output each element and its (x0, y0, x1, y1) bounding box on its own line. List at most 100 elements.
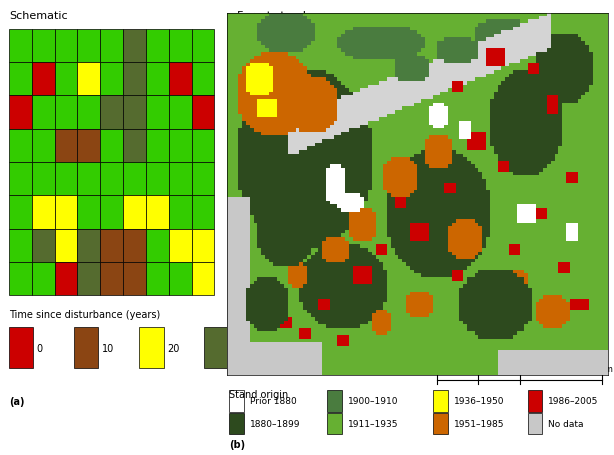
Bar (433, 390, 448, 412)
Bar (55, 163, 77, 196)
Bar (32, 63, 55, 96)
Bar (9, 229, 32, 263)
Bar (123, 96, 146, 129)
Text: 1936–1950: 1936–1950 (454, 396, 505, 405)
Bar (32, 129, 55, 162)
Bar (77, 196, 100, 229)
Bar (55, 30, 77, 63)
Bar (169, 163, 192, 196)
Bar (123, 129, 146, 162)
Bar (433, 413, 448, 435)
Bar (123, 263, 146, 296)
Bar (192, 30, 214, 63)
Bar (123, 229, 146, 263)
Text: 1880–1899: 1880–1899 (250, 419, 300, 428)
Bar (100, 263, 123, 296)
Bar (229, 390, 244, 412)
Text: 1: 1 (476, 364, 481, 373)
Text: 4 km: 4 km (592, 364, 613, 373)
Bar (327, 390, 342, 412)
Bar (77, 229, 100, 263)
Text: No data: No data (548, 419, 584, 428)
Bar (527, 390, 543, 412)
Bar (229, 413, 244, 435)
Bar (55, 63, 77, 96)
Bar (146, 229, 169, 263)
Text: 40: 40 (232, 343, 244, 353)
Bar (192, 196, 214, 229)
Bar (9, 30, 32, 63)
Bar (55, 229, 77, 263)
Bar (169, 196, 192, 229)
Bar (123, 196, 146, 229)
Bar (192, 96, 214, 129)
Bar (32, 229, 55, 263)
Bar (9, 196, 32, 229)
Text: Prior 1880: Prior 1880 (250, 396, 297, 405)
Bar (192, 129, 214, 162)
Text: ≥60: ≥60 (297, 343, 317, 353)
Bar (9, 328, 33, 369)
Bar (192, 229, 214, 263)
Text: 0: 0 (435, 364, 440, 373)
Bar (9, 129, 32, 162)
Bar (77, 30, 100, 63)
Bar (327, 413, 342, 435)
Bar (192, 163, 214, 196)
Bar (9, 163, 32, 196)
Bar (77, 163, 100, 196)
Bar (146, 163, 169, 196)
Bar (123, 163, 146, 196)
Bar (204, 328, 229, 369)
Text: (b): (b) (229, 439, 245, 449)
Bar (146, 30, 169, 63)
Bar (55, 263, 77, 296)
Bar (32, 163, 55, 196)
Bar (100, 163, 123, 196)
Bar (139, 328, 163, 369)
Bar (100, 196, 123, 229)
Text: (a): (a) (9, 396, 25, 406)
Text: 1900–1910: 1900–1910 (348, 396, 398, 405)
Bar (123, 30, 146, 63)
Text: Forest stands: Forest stands (237, 11, 311, 21)
Bar (100, 229, 123, 263)
Text: 2: 2 (517, 364, 523, 373)
Bar (100, 30, 123, 63)
Bar (100, 63, 123, 96)
Bar (146, 196, 169, 229)
Bar (55, 96, 77, 129)
Bar (192, 63, 214, 96)
Bar (77, 96, 100, 129)
Text: 1986–2005: 1986–2005 (548, 396, 599, 405)
Bar (169, 30, 192, 63)
Text: Schematic: Schematic (9, 11, 68, 21)
Bar (32, 96, 55, 129)
Bar (123, 63, 146, 96)
Bar (55, 196, 77, 229)
Bar (169, 129, 192, 162)
Bar (9, 96, 32, 129)
Bar (100, 96, 123, 129)
Bar (146, 63, 169, 96)
Bar (146, 129, 169, 162)
Bar (100, 129, 123, 162)
Bar (192, 263, 214, 296)
Bar (169, 96, 192, 129)
Text: 1951–1985: 1951–1985 (454, 419, 505, 428)
Bar (9, 63, 32, 96)
Text: Time since disturbance (years): Time since disturbance (years) (9, 309, 160, 319)
Text: Stand origin: Stand origin (229, 389, 288, 399)
Bar (55, 129, 77, 162)
Bar (32, 196, 55, 229)
Bar (169, 229, 192, 263)
Bar (146, 263, 169, 296)
Bar (527, 413, 543, 435)
Text: 1911–1935: 1911–1935 (348, 419, 398, 428)
Bar (77, 129, 100, 162)
Bar (32, 30, 55, 63)
Bar (9, 263, 32, 296)
Text: 0: 0 (36, 343, 42, 353)
Bar (32, 263, 55, 296)
Text: 20: 20 (167, 343, 179, 353)
